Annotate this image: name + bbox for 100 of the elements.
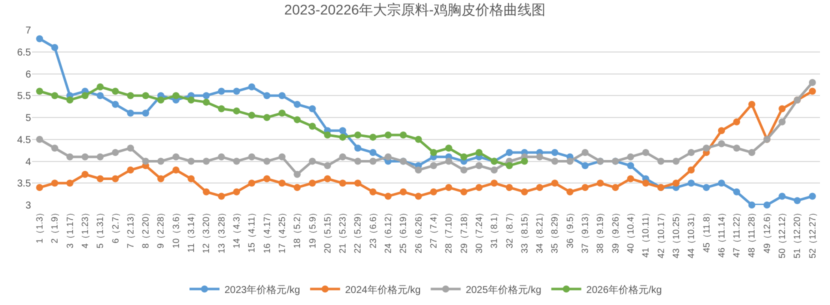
point xyxy=(414,192,422,200)
y-tick-label: 4 xyxy=(25,156,32,168)
point xyxy=(308,158,316,165)
x-tick-label: 36（9.5） xyxy=(564,208,575,248)
point xyxy=(354,132,362,138)
point xyxy=(627,175,634,182)
point xyxy=(384,192,392,200)
x-tick-label: 15（4.11） xyxy=(246,208,257,253)
point xyxy=(430,188,438,196)
point xyxy=(354,158,362,165)
y-tick-label: 7 xyxy=(25,26,32,36)
point xyxy=(308,180,316,187)
point xyxy=(96,175,104,182)
x-tick-label: 16（4.17） xyxy=(262,208,272,254)
point xyxy=(188,175,195,182)
point xyxy=(96,83,104,90)
legend-label: 2024年价格元/kg xyxy=(345,284,421,296)
chart-title: 2023-20226年大宗原料-鸡胸皮价格曲线图 xyxy=(284,1,546,18)
point xyxy=(112,88,119,95)
point xyxy=(354,144,362,152)
point xyxy=(733,188,740,196)
x-tick-label: 28（7.10） xyxy=(444,208,454,254)
x-tick-label: 18（5.2） xyxy=(292,208,302,248)
point xyxy=(794,197,801,204)
point xyxy=(263,92,270,100)
point xyxy=(642,180,650,187)
x-tick-label: 17（4.25） xyxy=(276,208,287,254)
point xyxy=(702,144,710,152)
x-tick-label: 45（11.8） xyxy=(701,208,712,253)
x-tick-label: 4（1.23） xyxy=(80,208,90,248)
point xyxy=(324,132,331,138)
legend-label: 2025年价格元/kg xyxy=(466,284,542,296)
y-tick-label: 6.5 xyxy=(17,47,32,58)
y-tick-label: 5 xyxy=(25,113,32,124)
x-tick-label: 3（1.17） xyxy=(64,208,75,248)
point xyxy=(582,184,589,191)
x-tick-label: 5（1.31） xyxy=(95,208,106,248)
point xyxy=(248,153,256,160)
point xyxy=(551,149,558,156)
point xyxy=(248,180,256,187)
x-tick-label: 6（2.7） xyxy=(110,208,120,244)
point xyxy=(233,188,240,196)
point xyxy=(430,162,438,170)
point xyxy=(582,162,589,170)
point xyxy=(127,110,134,117)
point xyxy=(521,158,528,165)
point xyxy=(36,88,44,95)
x-tick-label: 29（7.18） xyxy=(458,208,469,254)
y-tick-label: 3 xyxy=(25,200,32,212)
x-tick-label: 20（5.15） xyxy=(322,208,332,254)
point xyxy=(718,127,725,134)
x-tick-label: 46（11.14） xyxy=(716,208,726,258)
x-tick-label: 40（10.4） xyxy=(626,208,636,254)
x-tick-label: 21（5.23） xyxy=(338,208,348,254)
point xyxy=(218,192,225,200)
point xyxy=(142,92,150,100)
point xyxy=(339,127,346,134)
point xyxy=(490,166,498,174)
x-tick-label: 26（6.26） xyxy=(413,208,424,254)
point xyxy=(748,100,756,108)
point xyxy=(445,184,452,191)
point xyxy=(112,149,119,156)
point xyxy=(112,100,119,108)
point xyxy=(278,92,286,100)
point xyxy=(566,188,574,196)
point xyxy=(127,92,134,100)
point xyxy=(172,92,180,100)
point xyxy=(718,180,725,187)
point xyxy=(188,96,195,104)
point xyxy=(308,105,316,112)
point xyxy=(369,149,376,156)
point xyxy=(445,158,452,165)
x-tick-label: 11（3.14） xyxy=(186,208,196,253)
point xyxy=(308,122,316,130)
point xyxy=(248,83,256,90)
point xyxy=(142,110,150,117)
point xyxy=(808,192,816,200)
point xyxy=(808,79,816,86)
point xyxy=(294,100,301,108)
point xyxy=(445,144,452,152)
point xyxy=(51,44,58,51)
point xyxy=(808,88,816,95)
x-tick-label: 2（1.9） xyxy=(50,208,60,244)
y-tick-label: 5.5 xyxy=(17,91,32,102)
x-tick-label: 9（2.28） xyxy=(156,208,166,248)
point xyxy=(657,158,664,165)
point xyxy=(294,170,301,178)
point xyxy=(476,184,483,191)
point xyxy=(339,180,346,187)
point xyxy=(400,132,407,138)
point xyxy=(202,188,210,196)
x-tick-label: 27（7.4） xyxy=(428,208,439,248)
x-tick-label: 50（12.12） xyxy=(777,208,788,258)
legend-label: 2023年价格元/kg xyxy=(224,284,300,296)
point xyxy=(233,107,240,114)
point xyxy=(157,96,164,104)
point xyxy=(778,118,786,126)
point xyxy=(476,149,483,156)
point xyxy=(202,92,210,100)
x-tick-label: 39（9.26） xyxy=(610,208,620,254)
